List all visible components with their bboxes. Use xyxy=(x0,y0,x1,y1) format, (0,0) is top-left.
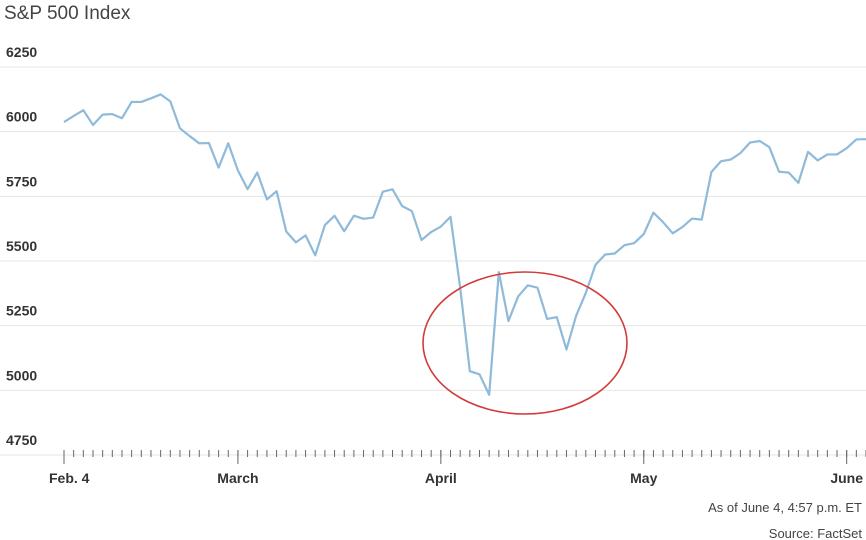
price-line xyxy=(63,93,866,396)
x-tick-label: April xyxy=(425,470,457,486)
timestamp-note: As of June 4, 4:57 p.m. ET xyxy=(708,500,862,515)
x-tick-label: Feb. 4 xyxy=(49,470,90,486)
chart-title: S&P 500 Index xyxy=(4,3,131,24)
highlight-circle xyxy=(422,271,628,415)
y-tick-label: 5250 xyxy=(6,303,37,319)
y-tick-label: 5000 xyxy=(6,367,37,383)
y-tick-label: 6250 xyxy=(6,44,37,60)
x-tick-label: March xyxy=(217,470,258,486)
y-tick-label: 5750 xyxy=(6,173,37,189)
y-tick-label: 6000 xyxy=(6,109,37,125)
source-note: Source: FactSet xyxy=(769,526,863,540)
y-tick-label: 4750 xyxy=(6,432,37,448)
y-tick-label: 5500 xyxy=(6,238,37,254)
x-tick-label: May xyxy=(630,470,657,486)
x-tick-label: June xyxy=(830,470,863,486)
